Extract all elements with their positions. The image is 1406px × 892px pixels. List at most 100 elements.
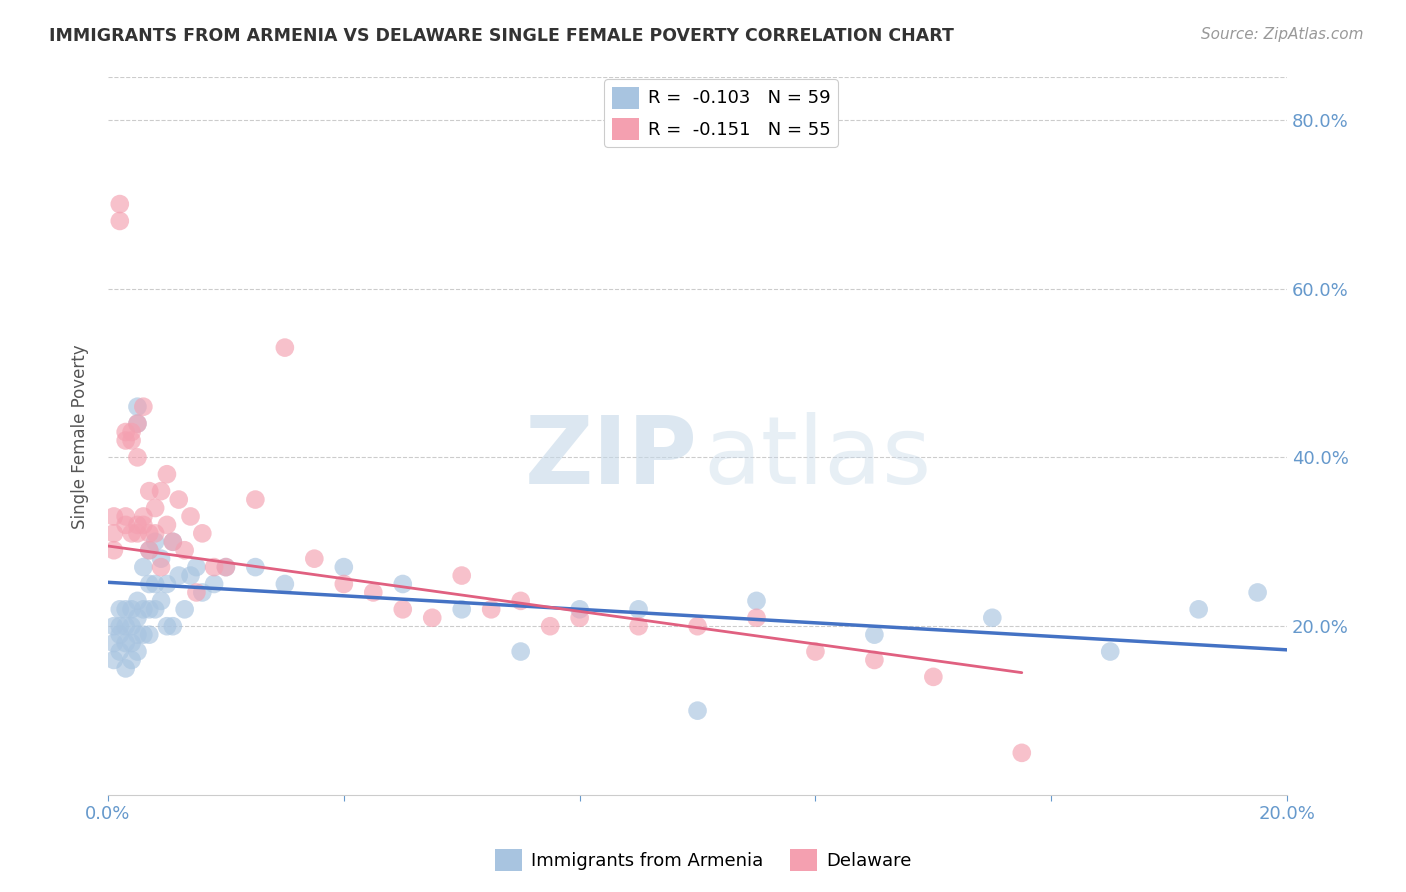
Text: atlas: atlas bbox=[703, 412, 932, 504]
Point bbox=[138, 627, 160, 641]
Point bbox=[686, 619, 709, 633]
Point bbox=[108, 602, 131, 616]
Legend: Immigrants from Armenia, Delaware: Immigrants from Armenia, Delaware bbox=[488, 842, 918, 879]
Point bbox=[132, 509, 155, 524]
Point bbox=[162, 534, 184, 549]
Point bbox=[103, 619, 125, 633]
Point bbox=[509, 594, 531, 608]
Point bbox=[162, 534, 184, 549]
Point bbox=[114, 509, 136, 524]
Point bbox=[121, 636, 143, 650]
Point bbox=[132, 400, 155, 414]
Point bbox=[245, 560, 267, 574]
Point bbox=[627, 602, 650, 616]
Point bbox=[202, 577, 225, 591]
Point bbox=[162, 619, 184, 633]
Point bbox=[143, 534, 166, 549]
Point bbox=[150, 484, 173, 499]
Text: IMMIGRANTS FROM ARMENIA VS DELAWARE SINGLE FEMALE POVERTY CORRELATION CHART: IMMIGRANTS FROM ARMENIA VS DELAWARE SING… bbox=[49, 27, 955, 45]
Point bbox=[114, 425, 136, 439]
Point bbox=[156, 619, 179, 633]
Point bbox=[922, 670, 945, 684]
Point bbox=[108, 619, 131, 633]
Point bbox=[108, 644, 131, 658]
Point bbox=[745, 594, 768, 608]
Point bbox=[391, 602, 413, 616]
Point bbox=[114, 636, 136, 650]
Point bbox=[215, 560, 238, 574]
Point bbox=[804, 644, 827, 658]
Point bbox=[981, 611, 1004, 625]
Point bbox=[127, 526, 149, 541]
Point bbox=[156, 577, 179, 591]
Point bbox=[450, 568, 472, 582]
Point bbox=[121, 425, 143, 439]
Point bbox=[127, 400, 149, 414]
Point bbox=[121, 602, 143, 616]
Point bbox=[127, 517, 149, 532]
Point bbox=[132, 602, 155, 616]
Point bbox=[127, 594, 149, 608]
Point bbox=[180, 568, 202, 582]
Point bbox=[568, 611, 591, 625]
Point bbox=[138, 577, 160, 591]
Point bbox=[127, 450, 149, 465]
Point bbox=[114, 517, 136, 532]
Point bbox=[103, 636, 125, 650]
Point bbox=[686, 704, 709, 718]
Point bbox=[108, 214, 131, 228]
Point bbox=[114, 434, 136, 448]
Point bbox=[127, 417, 149, 431]
Point bbox=[167, 568, 190, 582]
Point bbox=[127, 627, 149, 641]
Point bbox=[333, 560, 356, 574]
Point bbox=[333, 577, 356, 591]
Point bbox=[121, 619, 143, 633]
Point bbox=[215, 560, 238, 574]
Point bbox=[1188, 602, 1211, 616]
Point bbox=[173, 543, 195, 558]
Point bbox=[121, 434, 143, 448]
Point bbox=[132, 560, 155, 574]
Point bbox=[138, 602, 160, 616]
Point bbox=[114, 661, 136, 675]
Point bbox=[245, 492, 267, 507]
Point bbox=[450, 602, 472, 616]
Point bbox=[191, 526, 214, 541]
Point bbox=[143, 602, 166, 616]
Point bbox=[127, 417, 149, 431]
Point bbox=[138, 526, 160, 541]
Point bbox=[121, 526, 143, 541]
Text: ZIP: ZIP bbox=[524, 412, 697, 504]
Point bbox=[132, 517, 155, 532]
Point bbox=[143, 577, 166, 591]
Point bbox=[420, 611, 443, 625]
Point bbox=[274, 341, 297, 355]
Point bbox=[127, 644, 149, 658]
Point bbox=[391, 577, 413, 591]
Legend: R =  -0.103   N = 59, R =  -0.151   N = 55: R = -0.103 N = 59, R = -0.151 N = 55 bbox=[605, 79, 838, 147]
Point bbox=[538, 619, 561, 633]
Point bbox=[167, 492, 190, 507]
Point bbox=[304, 551, 326, 566]
Point bbox=[114, 619, 136, 633]
Point bbox=[863, 653, 886, 667]
Point bbox=[173, 602, 195, 616]
Point bbox=[156, 467, 179, 482]
Point bbox=[103, 543, 125, 558]
Point bbox=[509, 644, 531, 658]
Point bbox=[479, 602, 502, 616]
Point bbox=[108, 627, 131, 641]
Point bbox=[150, 594, 173, 608]
Point bbox=[186, 585, 208, 599]
Point bbox=[103, 653, 125, 667]
Point bbox=[143, 526, 166, 541]
Point bbox=[150, 551, 173, 566]
Point bbox=[180, 509, 202, 524]
Point bbox=[143, 501, 166, 516]
Point bbox=[1011, 746, 1033, 760]
Point bbox=[186, 560, 208, 574]
Y-axis label: Single Female Poverty: Single Female Poverty bbox=[72, 344, 89, 529]
Point bbox=[627, 619, 650, 633]
Point bbox=[191, 585, 214, 599]
